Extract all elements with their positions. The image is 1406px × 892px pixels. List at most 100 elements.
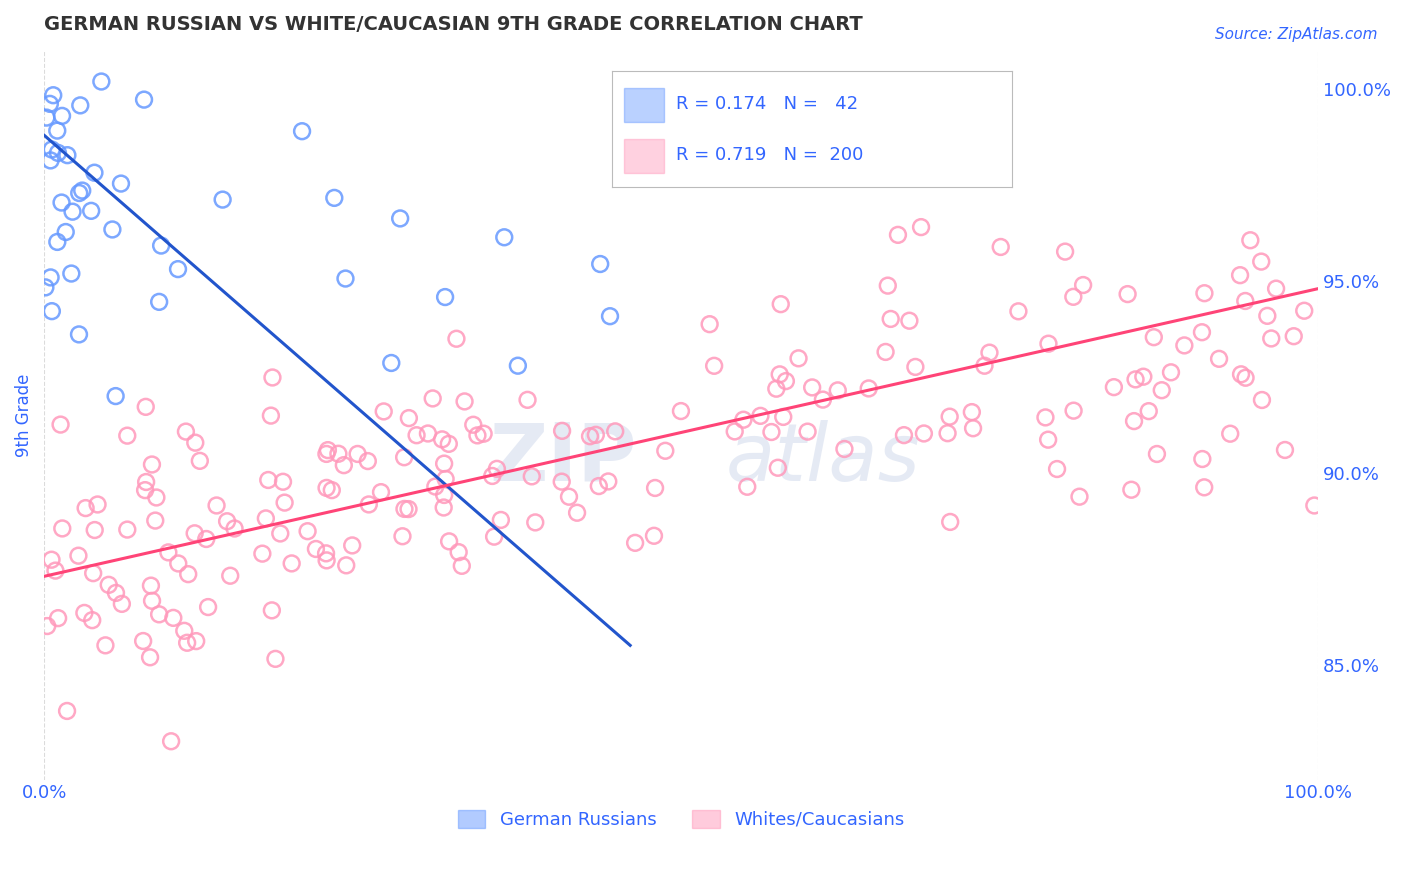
FancyBboxPatch shape — [624, 87, 664, 122]
Point — [41, 552, 63, 566]
Point — [405, 428, 427, 442]
Point — [315, 546, 337, 560]
Point — [150, 238, 173, 252]
Point — [904, 359, 927, 374]
Point — [391, 529, 413, 543]
Point — [160, 734, 183, 748]
Point — [269, 526, 291, 541]
Point — [735, 480, 758, 494]
Point — [1230, 368, 1253, 382]
Point — [41, 304, 63, 318]
Point — [117, 428, 139, 442]
Point — [280, 557, 302, 571]
Point — [1160, 365, 1182, 379]
Point — [669, 404, 692, 418]
Point — [132, 634, 155, 648]
Point — [51, 195, 73, 210]
Point — [42, 88, 65, 103]
Text: R = 0.719   N =  200: R = 0.719 N = 200 — [676, 146, 863, 164]
Point — [1102, 380, 1125, 394]
Point — [398, 502, 420, 516]
Point — [139, 579, 162, 593]
Point — [422, 392, 444, 406]
Point — [1054, 244, 1077, 259]
Point — [342, 538, 364, 552]
Point — [434, 290, 457, 304]
Point — [1256, 309, 1278, 323]
Point — [1282, 329, 1305, 343]
Point — [333, 458, 356, 472]
Point — [467, 428, 489, 442]
Point — [1062, 290, 1084, 304]
Point — [898, 314, 921, 328]
Point — [117, 523, 139, 537]
Point — [357, 454, 380, 468]
Point — [321, 483, 343, 497]
Point — [643, 529, 665, 543]
Point — [305, 541, 328, 556]
Point — [761, 425, 783, 439]
Point — [960, 405, 983, 419]
Point — [1251, 392, 1274, 407]
Point — [962, 421, 984, 435]
Point — [323, 191, 346, 205]
Point — [328, 447, 350, 461]
Point — [197, 600, 219, 615]
Point — [506, 359, 529, 373]
Point — [1150, 383, 1173, 397]
Point — [463, 417, 485, 432]
Point — [472, 426, 495, 441]
Point — [416, 426, 439, 441]
Point — [827, 384, 849, 398]
Point — [1046, 462, 1069, 476]
Point — [446, 332, 468, 346]
Point — [51, 109, 73, 123]
Point — [887, 227, 910, 242]
Point — [315, 447, 337, 461]
Point — [394, 502, 416, 516]
Point — [264, 652, 287, 666]
Point — [433, 457, 456, 471]
Point — [703, 359, 725, 373]
Point — [1038, 336, 1060, 351]
Point — [769, 368, 792, 382]
Point — [1250, 254, 1272, 268]
Point — [297, 524, 319, 539]
Point — [598, 475, 620, 489]
Point — [183, 526, 205, 541]
Point — [335, 271, 357, 285]
Point — [132, 93, 155, 107]
Point — [211, 193, 233, 207]
Point — [73, 606, 96, 620]
Point — [346, 447, 368, 461]
Point — [1173, 338, 1195, 352]
Point — [94, 638, 117, 652]
Point — [1208, 351, 1230, 366]
Point — [936, 426, 959, 441]
Point — [912, 426, 935, 441]
Point — [979, 345, 1001, 359]
Point — [35, 111, 58, 125]
Point — [273, 495, 295, 509]
Point — [224, 521, 246, 535]
Point — [1007, 304, 1029, 318]
Point — [733, 413, 755, 427]
Point — [765, 382, 787, 396]
Point — [56, 148, 79, 162]
Point — [990, 240, 1012, 254]
Point — [82, 566, 104, 581]
Point — [482, 530, 505, 544]
Point — [1294, 303, 1316, 318]
Point — [135, 400, 157, 414]
Point — [875, 345, 897, 359]
Point — [516, 392, 538, 407]
Point — [1035, 410, 1057, 425]
Point — [80, 203, 103, 218]
Point — [145, 491, 167, 505]
Point — [167, 262, 190, 277]
Point — [44, 564, 66, 578]
Point — [551, 475, 574, 489]
Point — [139, 650, 162, 665]
Point — [67, 549, 90, 563]
Point — [69, 98, 91, 112]
